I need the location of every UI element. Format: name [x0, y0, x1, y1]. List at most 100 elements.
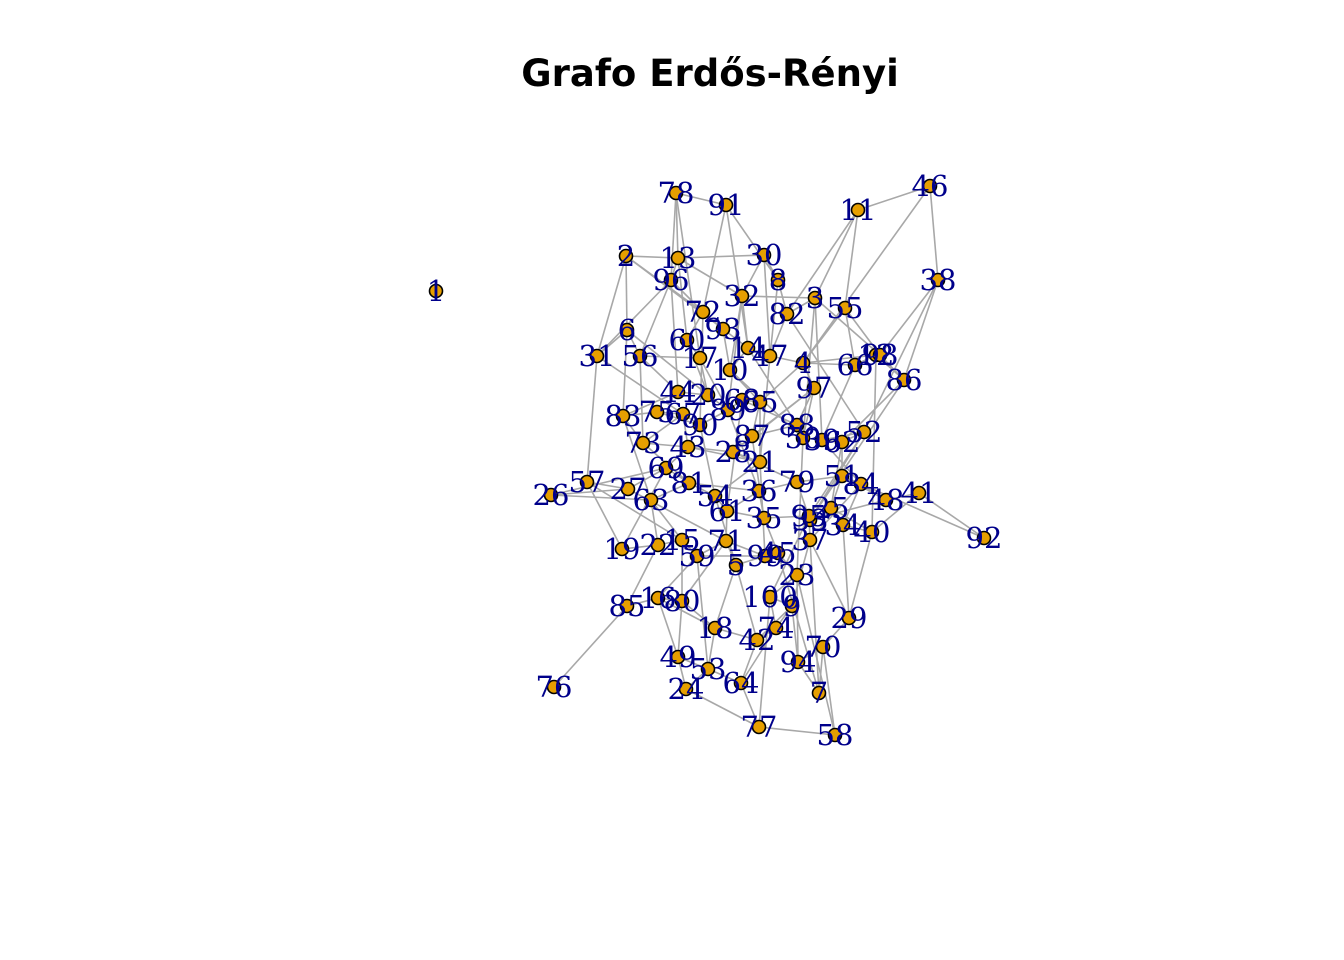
vertex-layer: [428, 178, 992, 743]
vertex-14: [740, 340, 756, 356]
edge-13-30: [677, 254, 765, 259]
vertex-label-61: 61: [709, 494, 746, 528]
vertex-86: [896, 372, 912, 388]
vertex-label-87: 87: [734, 419, 771, 453]
vertex-57: [579, 474, 595, 490]
vertex-41: [911, 485, 927, 501]
vertex-label-1: 1: [427, 274, 445, 308]
vertex-90: [692, 417, 708, 433]
vertex-38: [930, 272, 946, 288]
vertex-77: [751, 719, 767, 735]
vertex-85: [619, 598, 635, 614]
vertex-10: [722, 362, 738, 378]
edge-47-82: [769, 313, 788, 357]
vertex-95: [801, 508, 817, 524]
vertex-67: [675, 406, 691, 422]
vertex-label-23: 23: [779, 558, 816, 592]
edge-87-97: [751, 387, 815, 437]
vertex-label-17: 17: [682, 341, 719, 375]
edge-78-13: [675, 192, 679, 259]
vertex-82: [779, 306, 795, 322]
edge-55-98: [844, 307, 881, 356]
edge-46-4: [802, 185, 931, 364]
vertex-1: [428, 283, 444, 299]
edge-47-21: [759, 355, 771, 463]
vertex-label-7: 7: [810, 676, 828, 710]
edge-90-54: [699, 424, 716, 497]
edge-31-67: [596, 355, 684, 415]
vertex-58: [827, 727, 843, 743]
edge-85-76: [553, 605, 628, 688]
edge-56-17: [639, 355, 701, 359]
edge-3-39: [814, 297, 823, 441]
edge-44-83: [622, 391, 679, 417]
edge-21-99: [759, 461, 766, 557]
edge-18-16: [657, 597, 716, 629]
vertex-label-37: 37: [792, 523, 829, 557]
vertex-label-62: 62: [824, 425, 861, 459]
vertex-label-43: 43: [670, 430, 707, 464]
vertex-label-77: 77: [741, 710, 778, 744]
vertex-89: [720, 402, 736, 418]
vertex-9: [784, 598, 800, 614]
edge-55-66: [844, 307, 856, 366]
edge-57-19: [586, 481, 623, 550]
vertex-39: [814, 432, 830, 448]
edge-86-62: [841, 379, 905, 443]
vertex-label-80: 80: [664, 584, 701, 618]
edge-24-77: [685, 688, 760, 728]
vertex-53: [700, 661, 716, 677]
vertex-label-28: 28: [715, 435, 752, 469]
edge-40-12: [871, 354, 877, 533]
vertex-75: [649, 404, 665, 420]
vertex-20: [700, 387, 716, 403]
vertex-94: [790, 654, 806, 670]
vertex-93: [715, 321, 731, 337]
vertex-label-95: 95: [791, 499, 828, 533]
vertex-label-53: 53: [690, 652, 727, 686]
edge-91-14: [725, 204, 749, 349]
vertex-83: [615, 408, 631, 424]
vertex-15: [674, 532, 690, 548]
vertex-label-98: 98: [862, 338, 899, 372]
edge-54-5: [714, 495, 737, 566]
vertex-label-100: 100: [742, 580, 797, 614]
vertex-label-79: 79: [779, 465, 816, 499]
vertex-78: [668, 185, 684, 201]
vertex-48: [878, 492, 894, 508]
vertex-label-64: 64: [723, 666, 760, 700]
vertex-label-76: 76: [536, 670, 573, 704]
vertex-label-27: 27: [610, 472, 647, 506]
vertex-label-91: 91: [708, 188, 745, 222]
vertex-label-70: 70: [805, 630, 842, 664]
vertex-68: [734, 392, 750, 408]
vertex-99: [757, 548, 773, 564]
vertex-label-67: 67: [665, 397, 702, 431]
vertex-18: [707, 620, 723, 636]
edge-21-54: [714, 461, 761, 497]
vertex-label-44: 44: [660, 375, 697, 409]
edge-59-53: [696, 555, 709, 670]
vertex-50: [795, 430, 811, 446]
vertex-label-47: 47: [752, 339, 789, 373]
edge-29-37: [809, 539, 850, 619]
vertex-43: [680, 439, 696, 455]
vertex-36: [751, 483, 767, 499]
edge-4-12: [802, 354, 877, 364]
vertex-37: [802, 532, 818, 548]
vertex-28: [725, 444, 741, 460]
vertex-label-19: 19: [604, 532, 641, 566]
edge-30-32: [741, 254, 765, 297]
edge-60-20: [686, 339, 709, 396]
vertex-6: [619, 322, 635, 338]
edge-70-7: [818, 646, 824, 694]
vertex-76: [546, 679, 562, 695]
vertex-63: [643, 492, 659, 508]
edge-11-82: [786, 209, 859, 315]
vertex-19: [614, 541, 630, 557]
edge-49-16: [657, 597, 679, 658]
vertex-label-75: 75: [639, 395, 676, 429]
vertex-label-82: 82: [769, 297, 806, 331]
vertex-54: [707, 488, 723, 504]
edge-5-18: [714, 564, 737, 629]
